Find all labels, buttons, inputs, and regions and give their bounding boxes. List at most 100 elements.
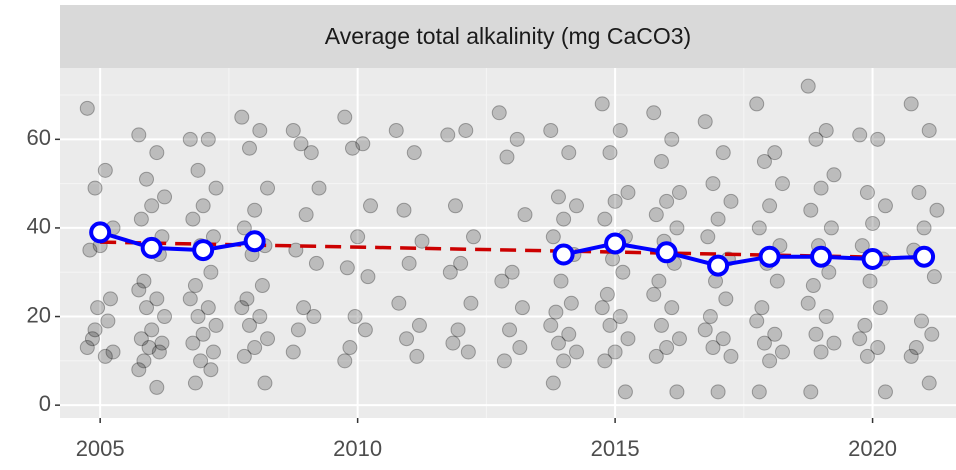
y-tick-label: 20 [27,302,51,327]
data-point [852,127,868,143]
data-point [105,344,121,360]
data-point [710,211,726,227]
data-point [615,264,631,280]
data-point [200,300,216,316]
data-point [548,304,564,320]
data-point [504,264,520,280]
data-point [607,344,623,360]
data-point [399,331,415,347]
data-point [926,269,942,285]
data-point [84,331,100,347]
data-point [440,127,456,143]
data-point [921,375,937,391]
data-point [157,189,173,205]
data-point [79,340,95,356]
data-point [234,109,250,125]
data-point [852,331,868,347]
data-point [260,331,276,347]
data-point [411,317,427,333]
data-point [646,105,662,121]
data-point [247,202,263,218]
data-point [303,145,319,161]
y-tick-label: 40 [27,214,51,239]
data-point [293,136,309,152]
data-point [859,348,875,364]
data-point [854,238,870,254]
data-point [826,335,842,351]
data-point [187,278,203,294]
data-point [597,211,613,227]
data-point [749,313,765,329]
data-point [512,340,528,356]
data-point [460,344,476,360]
data-point [808,326,824,342]
data-point [401,255,417,271]
data-point [599,286,615,302]
data-point [360,269,376,285]
data-point [653,317,669,333]
data-point [913,313,929,329]
chart-title: Average total alkalinity (mg CaCO3) [325,23,691,49]
data-point [594,300,610,316]
data-point [870,131,886,147]
data-point [545,375,561,391]
x-tick-label: 2010 [333,436,382,461]
data-point [502,322,518,338]
data-point [612,309,628,325]
mean-marker [707,254,730,277]
data-point [355,136,371,152]
data-point [396,202,412,218]
data-point [659,193,675,209]
x-tick-label: 2020 [848,436,897,461]
mean-marker [758,245,781,268]
data-point [200,131,216,147]
data-point [723,348,739,364]
data-point [568,344,584,360]
data-point [298,207,314,223]
y-tick-label: 0 [39,391,51,416]
data-point [767,326,783,342]
mean-marker [655,241,678,264]
data-point [102,291,118,307]
data-point [751,220,767,236]
data-point [862,273,878,289]
y-tick-label: 60 [27,125,51,150]
data-point [144,322,160,338]
data-point [190,162,206,178]
data-point [190,309,206,325]
data-point [151,344,167,360]
data-point [414,233,430,249]
data-point [337,353,353,369]
data-point [769,273,785,289]
data-point [813,344,829,360]
data-point [702,309,718,325]
data-point [131,127,147,143]
data-point [290,322,306,338]
data-point [87,322,103,338]
data-point [363,198,379,214]
data-point [597,353,613,369]
data-point [185,335,201,351]
data-point [347,309,363,325]
data-point [671,184,687,200]
data-point [205,344,221,360]
data-point [903,96,919,112]
data-point [767,145,783,161]
data-point [499,149,515,165]
data-point [545,229,561,245]
data-point [252,309,268,325]
data-point [813,180,829,196]
data-point [337,109,353,125]
data-point [409,348,425,364]
data-point [803,384,819,400]
x-tick-label: 2015 [591,436,640,461]
data-point [342,340,358,356]
data-point [607,193,623,209]
data-point [556,353,572,369]
data-point [285,344,301,360]
data-point [929,202,945,218]
data-point [561,145,577,161]
data-point [617,384,633,400]
mean-marker [140,236,163,259]
data-point [450,322,466,338]
